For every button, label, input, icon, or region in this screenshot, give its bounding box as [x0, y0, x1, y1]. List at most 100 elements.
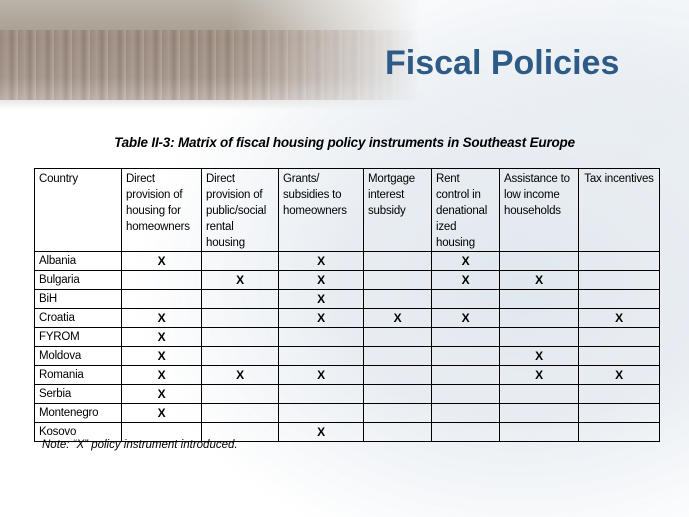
policy-cell: X [431, 270, 500, 290]
policy-cell: X [431, 308, 500, 328]
policy-cell: X [121, 384, 202, 404]
country-cell: Romania [34, 365, 122, 385]
country-cell: Serbia [34, 384, 122, 404]
column-header: Direct provision of public/social rental… [201, 168, 279, 252]
policy-cell: X [278, 251, 364, 271]
policy-cell: X [121, 251, 202, 271]
table-note: Note: “X” policy instrument introduced. [42, 439, 238, 451]
policy-cell [431, 384, 500, 404]
country-cell: Kosovo [34, 422, 122, 442]
policy-cell [121, 270, 202, 290]
table-row: Moldova X X [34, 346, 660, 366]
country-cell: Albania [34, 251, 122, 271]
policy-cell [499, 384, 579, 404]
city-rooftops-image [0, 30, 420, 100]
policy-cell: X [363, 308, 432, 328]
column-header: Rent control in denational ized housing [431, 168, 500, 252]
country-cell: BiH [34, 289, 122, 309]
policy-cell [363, 403, 432, 423]
country-cell: Croatia [34, 308, 122, 328]
table-caption: Table II-3: Matrix of fiscal housing pol… [114, 135, 575, 150]
country-cell: Montenegro [34, 403, 122, 423]
slide-title: Fiscal Policies [385, 44, 620, 82]
country-cell: Moldova [34, 346, 122, 366]
policy-cell [363, 251, 432, 271]
policy-cell [578, 384, 660, 404]
table-row: Croatia X X X X X [34, 308, 660, 328]
policy-cell: X [121, 346, 202, 366]
policy-cell: X [499, 346, 579, 366]
column-header: Direct provision of housing for homeowne… [121, 168, 202, 252]
policy-cell [363, 365, 432, 385]
policy-cell: X [499, 270, 579, 290]
table-row: Serbia X [34, 384, 660, 404]
table-header-row: Country Direct provision of housing for … [34, 168, 660, 252]
policy-cell: X [278, 270, 364, 290]
policy-cell: X [278, 308, 364, 328]
policy-cell [431, 289, 500, 309]
table-row: FYROM X [34, 327, 660, 347]
column-header: Mortgage interest subsidy [363, 168, 432, 252]
policy-cell: X [278, 289, 364, 309]
policy-cell [499, 251, 579, 271]
policy-cell: X [121, 403, 202, 423]
policy-cell [431, 365, 500, 385]
policy-cell [201, 308, 279, 328]
policy-cell [578, 270, 660, 290]
policy-cell [499, 308, 579, 328]
policy-cell [499, 289, 579, 309]
policy-cell [578, 327, 660, 347]
policy-cell [201, 327, 279, 347]
table-row: Romania X X X X X [34, 365, 660, 385]
policy-cell [363, 384, 432, 404]
policy-cell [201, 251, 279, 271]
policy-cell [499, 327, 579, 347]
policy-cell [578, 403, 660, 423]
policy-cell [431, 346, 500, 366]
policy-cell [363, 327, 432, 347]
policy-cell [578, 251, 660, 271]
policy-cell [201, 384, 279, 404]
policy-cell [278, 327, 364, 347]
policy-cell [121, 289, 202, 309]
policy-cell: X [121, 308, 202, 328]
column-header: Tax incentives [578, 168, 660, 252]
policy-cell: X [499, 365, 579, 385]
table-row: BiH X [34, 289, 660, 309]
column-header: Assistance to low income households [499, 168, 579, 252]
policy-cell: X [278, 422, 364, 442]
policy-cell [363, 270, 432, 290]
policy-cell: X [121, 327, 202, 347]
column-header: Country [34, 168, 122, 252]
policy-cell [363, 289, 432, 309]
policy-cell [431, 422, 500, 442]
policy-cell: X [578, 308, 660, 328]
policy-cell: X [121, 365, 202, 385]
country-cell: Bulgaria [34, 270, 122, 290]
policy-cell [431, 403, 500, 423]
policy-cell: X [278, 365, 364, 385]
policy-cell [578, 289, 660, 309]
policy-cell [278, 384, 364, 404]
policy-cell: X [578, 365, 660, 385]
policy-cell [499, 422, 579, 442]
policy-cell [578, 422, 660, 442]
country-cell: FYROM [34, 327, 122, 347]
policy-cell [278, 403, 364, 423]
column-header: Grants/ subsidies to homeowners [278, 168, 364, 252]
policy-cell [578, 346, 660, 366]
policy-cell [363, 422, 432, 442]
policy-cell [278, 346, 364, 366]
policy-cell [201, 346, 279, 366]
table-row: Montenegro X [34, 403, 660, 423]
policy-cell [431, 327, 500, 347]
table-row: Bulgaria X X X X [34, 270, 660, 290]
table-row: Kosovo X [34, 422, 660, 442]
policy-cell: X [431, 251, 500, 271]
policy-matrix-table: Country Direct provision of housing for … [34, 168, 660, 442]
policy-cell: X [201, 365, 279, 385]
policy-cell [201, 289, 279, 309]
policy-cell [201, 403, 279, 423]
table-row: Albania X X X [34, 251, 660, 271]
policy-cell: X [201, 270, 279, 290]
